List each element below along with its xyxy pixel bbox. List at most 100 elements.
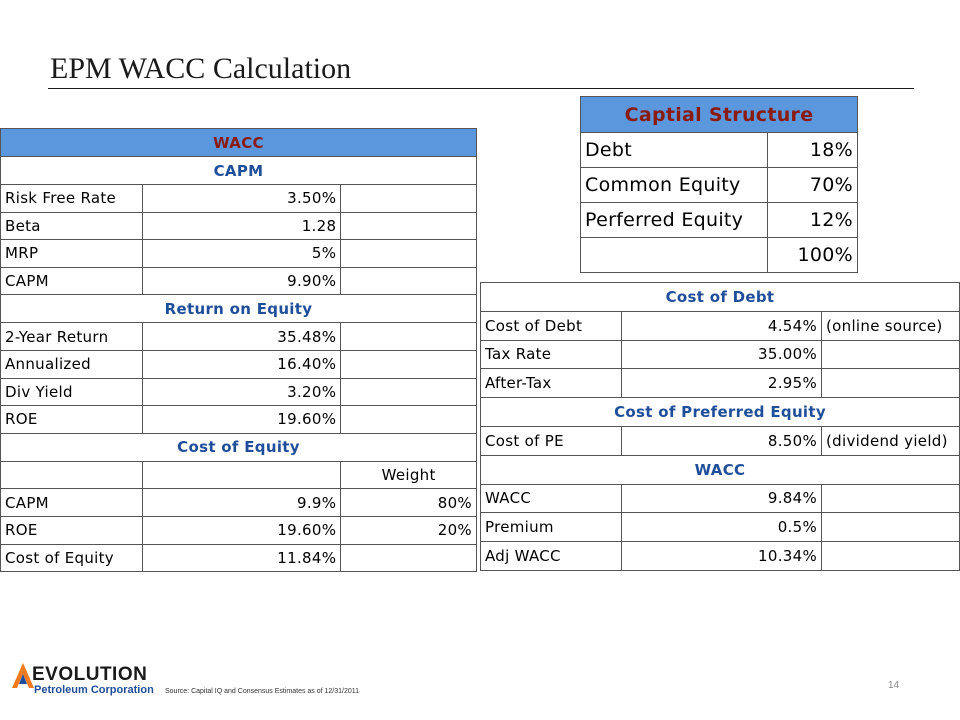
empty-cell [340,184,477,213]
row-label: ROE [0,515,143,545]
row-label: Cost of PE [480,425,622,456]
company-logo: EVOLUTION Petroleum Corporation [10,660,160,700]
table-row: MRP 5% [0,239,477,268]
row-value: 35.00% [620,339,823,370]
row-value: 70% [766,167,859,203]
row-label: Annualized [0,349,143,379]
row-note [821,512,960,543]
empty-cell [340,377,477,407]
row-note [821,483,960,514]
cost-of-debt-heading: Cost of Debt [480,282,960,312]
title-divider [48,88,914,89]
table-row: Weight [0,460,477,490]
empty-cell [141,460,342,490]
row-value: 3.20% [141,377,342,407]
row-label: Div Yield [0,377,143,407]
row-note [821,339,960,370]
table-row: 2-Year Return 35.48% [0,322,477,351]
row-value: 4.54% [620,310,823,341]
row-label: Cost of Debt [480,310,622,341]
row-value: 18% [766,132,859,168]
row-label [580,237,768,273]
capital-structure-table: Captial Structure Debt 18% Common Equity… [580,96,859,273]
roe-heading: Return on Equity [0,294,477,324]
table-row: CAPM 9.90% [0,266,477,296]
row-value: 10.34% [620,541,823,571]
source-note: Source: Capital IQ and Consensus Estimat… [165,688,360,695]
empty-cell [340,322,477,351]
table-row: Common Equity 70% [580,167,859,203]
row-value: 1.28 [141,211,342,241]
wacc-table: WACC CAPM Risk Free Rate 3.50% Beta 1.28… [0,128,477,573]
table-row: Adj WACC 10.34% [480,541,960,571]
table-row: Perferred Equity 12% [580,202,859,238]
row-label: WACC [480,483,622,514]
wacc-table-title: WACC [0,128,477,157]
row-value: 2.95% [620,368,823,399]
row-label: Cost of Equity [0,543,143,573]
logo-flame-icon [12,663,34,688]
table-row: Debt 18% [580,132,859,168]
row-value: 19.60% [141,405,342,434]
total-value: 100% [766,237,859,273]
row-label: Risk Free Rate [0,184,143,213]
row-value: 5% [141,239,342,268]
row-label: Debt [580,132,768,168]
logo-wordmark: EVOLUTION [32,664,148,685]
empty-cell [340,349,477,379]
table-row: Cost of Debt 4.54% (online source) [480,310,960,341]
table-row: ROE 19.60% [0,405,477,434]
row-value: 9.9% [141,488,342,517]
row-label: Beta [0,211,143,241]
weight-header: Weight [340,460,477,490]
row-label: Perferred Equity [580,202,768,238]
table-row: After-Tax 2.95% [480,368,960,399]
row-weight: 20% [340,515,477,545]
capm-heading: CAPM [0,156,477,185]
table-row: Risk Free Rate 3.50% [0,184,477,213]
cost-of-pe-heading: Cost of Preferred Equity [480,397,960,427]
cost-of-equity-heading: Cost of Equity [0,432,477,462]
table-row: Premium 0.5% [480,512,960,543]
row-note [821,368,960,399]
row-value: 11.84% [141,543,342,573]
row-label: CAPM [0,488,143,517]
empty-cell [340,266,477,296]
row-label: Common Equity [580,167,768,203]
cost-table: Cost of Debt Cost of Debt 4.54% (online … [480,282,960,571]
table-row: Cost of Equity 11.84% [0,543,477,573]
table-row: Beta 1.28 [0,211,477,241]
row-note [821,541,960,571]
empty-cell [340,211,477,241]
row-label: MRP [0,239,143,268]
row-note: (dividend yield) [821,425,960,456]
row-label: CAPM [0,266,143,296]
table-row: 100% [580,237,859,273]
table-row: Tax Rate 35.00% [480,339,960,370]
table-row: ROE 19.60% 20% [0,515,477,545]
row-value: 9.84% [620,483,823,514]
row-label: Premium [480,512,622,543]
row-value: 9.90% [141,266,342,296]
row-weight: 80% [340,488,477,517]
table-row: Annualized 16.40% [0,349,477,379]
slide-title: EPM WACC Calculation [50,52,352,85]
row-label: After-Tax [480,368,622,399]
row-weight [340,543,477,573]
page-number: 14 [888,680,900,691]
table-row: CAPM 9.9% 80% [0,488,477,517]
table-row: Div Yield 3.20% [0,377,477,407]
empty-cell [340,239,477,268]
row-value: 0.5% [620,512,823,543]
row-value: 35.48% [141,322,342,351]
row-label: 2-Year Return [0,322,143,351]
empty-cell [340,405,477,434]
row-value: 12% [766,202,859,238]
capital-structure-title: Captial Structure [580,96,858,133]
row-label: ROE [0,405,143,434]
row-value: 3.50% [141,184,342,213]
table-row: Cost of PE 8.50% (dividend yield) [480,425,960,456]
wacc-heading: WACC [480,454,960,485]
row-value: 16.40% [141,349,342,379]
row-label: Adj WACC [480,541,622,571]
